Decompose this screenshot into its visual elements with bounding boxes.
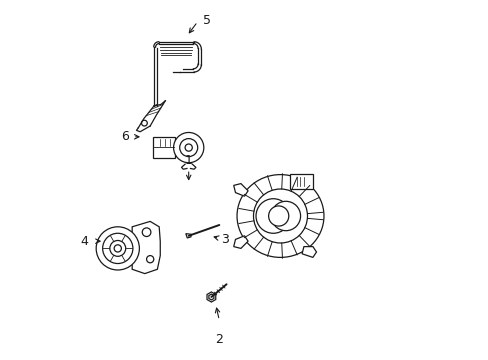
Text: 4: 4 bbox=[80, 235, 88, 248]
Polygon shape bbox=[132, 221, 160, 274]
Circle shape bbox=[256, 199, 290, 233]
Circle shape bbox=[271, 201, 300, 231]
Circle shape bbox=[96, 227, 139, 270]
Polygon shape bbox=[302, 247, 316, 257]
Circle shape bbox=[110, 240, 125, 256]
Polygon shape bbox=[233, 184, 247, 196]
Circle shape bbox=[179, 139, 197, 157]
Polygon shape bbox=[233, 236, 247, 248]
Circle shape bbox=[268, 206, 288, 226]
Polygon shape bbox=[206, 292, 215, 302]
Circle shape bbox=[102, 233, 133, 264]
Text: 2: 2 bbox=[215, 333, 223, 346]
Circle shape bbox=[185, 144, 192, 151]
Circle shape bbox=[173, 132, 203, 163]
Circle shape bbox=[114, 245, 121, 252]
Text: 5: 5 bbox=[203, 14, 210, 27]
FancyBboxPatch shape bbox=[289, 174, 312, 189]
Text: 1: 1 bbox=[184, 154, 192, 167]
Polygon shape bbox=[208, 294, 213, 300]
Circle shape bbox=[253, 189, 307, 243]
FancyBboxPatch shape bbox=[152, 137, 174, 158]
Circle shape bbox=[146, 256, 153, 263]
Circle shape bbox=[142, 228, 151, 237]
Polygon shape bbox=[185, 234, 191, 238]
Text: 3: 3 bbox=[221, 233, 228, 246]
Text: 6: 6 bbox=[121, 130, 129, 143]
